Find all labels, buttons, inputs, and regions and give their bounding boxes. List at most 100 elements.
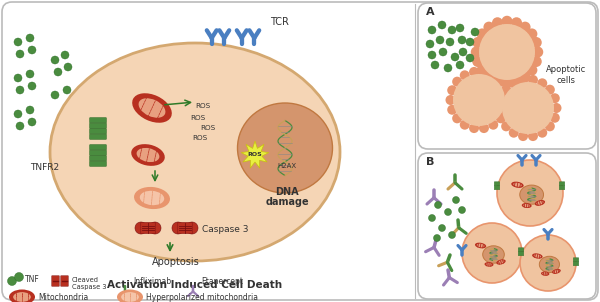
Circle shape	[456, 61, 464, 69]
Circle shape	[452, 77, 462, 87]
Circle shape	[54, 68, 62, 76]
Ellipse shape	[140, 191, 164, 205]
Circle shape	[63, 86, 71, 94]
FancyBboxPatch shape	[90, 150, 106, 155]
Circle shape	[428, 51, 436, 59]
Text: Apoptosis: Apoptosis	[152, 257, 200, 267]
FancyBboxPatch shape	[90, 123, 106, 128]
Circle shape	[51, 91, 59, 99]
Ellipse shape	[117, 290, 143, 302]
Ellipse shape	[532, 253, 542, 259]
Circle shape	[509, 128, 519, 138]
Circle shape	[16, 50, 24, 58]
Circle shape	[61, 51, 69, 59]
Circle shape	[518, 75, 528, 85]
Circle shape	[526, 28, 538, 40]
Circle shape	[496, 113, 506, 123]
Circle shape	[496, 93, 506, 103]
Ellipse shape	[542, 272, 548, 275]
Circle shape	[433, 234, 440, 242]
FancyBboxPatch shape	[141, 222, 155, 234]
Ellipse shape	[50, 43, 340, 261]
Text: TCR: TCR	[270, 17, 289, 27]
Ellipse shape	[553, 270, 559, 273]
Text: TNFR2: TNFR2	[30, 163, 59, 172]
Circle shape	[452, 113, 462, 123]
Circle shape	[511, 76, 522, 87]
Ellipse shape	[535, 200, 545, 206]
Circle shape	[518, 131, 528, 141]
Circle shape	[466, 38, 474, 46]
Text: Cleaved
Caspase 3: Cleaved Caspase 3	[72, 277, 107, 290]
Circle shape	[16, 122, 24, 130]
Text: TNF: TNF	[25, 275, 40, 284]
Text: Hyperpolarized mitochondria: Hyperpolarized mitochondria	[146, 293, 258, 301]
Ellipse shape	[536, 201, 544, 205]
Circle shape	[438, 21, 446, 29]
Circle shape	[545, 85, 555, 95]
Circle shape	[447, 85, 457, 95]
Text: Caspase 3: Caspase 3	[202, 224, 248, 233]
Circle shape	[476, 65, 488, 76]
Circle shape	[439, 48, 447, 56]
Circle shape	[484, 71, 494, 82]
FancyBboxPatch shape	[90, 145, 106, 150]
Text: ROS: ROS	[248, 153, 262, 158]
Circle shape	[502, 82, 554, 134]
FancyBboxPatch shape	[559, 182, 565, 186]
Circle shape	[488, 70, 498, 80]
Circle shape	[460, 70, 470, 80]
Circle shape	[449, 232, 455, 239]
Text: damage: damage	[265, 197, 309, 207]
Circle shape	[28, 118, 36, 126]
FancyBboxPatch shape	[90, 129, 106, 134]
Circle shape	[426, 40, 434, 48]
FancyBboxPatch shape	[52, 276, 59, 286]
Ellipse shape	[522, 203, 532, 208]
Circle shape	[532, 47, 543, 57]
Circle shape	[545, 121, 555, 131]
Circle shape	[14, 272, 23, 281]
Circle shape	[550, 113, 560, 123]
FancyBboxPatch shape	[418, 3, 596, 149]
Circle shape	[28, 46, 36, 54]
Circle shape	[458, 36, 466, 44]
Circle shape	[458, 207, 466, 214]
Text: ROS: ROS	[190, 115, 205, 121]
Circle shape	[14, 74, 22, 82]
Circle shape	[453, 74, 505, 126]
Circle shape	[14, 38, 22, 46]
Circle shape	[445, 95, 455, 105]
Circle shape	[51, 56, 59, 64]
Circle shape	[448, 26, 456, 34]
Circle shape	[511, 17, 522, 28]
Ellipse shape	[13, 292, 31, 302]
FancyBboxPatch shape	[574, 262, 578, 266]
Circle shape	[64, 63, 72, 71]
Ellipse shape	[511, 182, 524, 188]
Ellipse shape	[238, 103, 332, 193]
Ellipse shape	[486, 263, 492, 266]
Circle shape	[16, 86, 24, 94]
Circle shape	[550, 93, 560, 103]
FancyBboxPatch shape	[559, 186, 565, 190]
Circle shape	[551, 103, 562, 113]
Ellipse shape	[482, 246, 504, 263]
Circle shape	[471, 28, 479, 36]
Circle shape	[447, 105, 457, 115]
Circle shape	[469, 67, 479, 77]
Circle shape	[501, 105, 511, 115]
Circle shape	[471, 47, 482, 57]
Circle shape	[14, 110, 22, 118]
Ellipse shape	[121, 292, 139, 302]
Circle shape	[488, 120, 498, 130]
FancyBboxPatch shape	[178, 222, 192, 234]
Circle shape	[479, 24, 535, 80]
Circle shape	[503, 95, 512, 105]
Text: Infliximab: Infliximab	[133, 277, 171, 285]
Circle shape	[479, 67, 489, 77]
Circle shape	[7, 277, 17, 285]
Circle shape	[439, 224, 445, 232]
Text: Mitochondria: Mitochondria	[38, 293, 88, 301]
Circle shape	[135, 222, 147, 234]
